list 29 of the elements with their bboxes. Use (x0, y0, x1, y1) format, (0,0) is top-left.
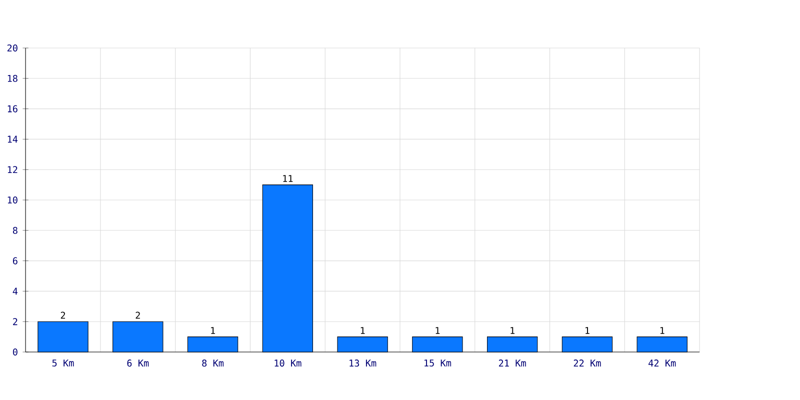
x-tick-label: 6 Km (127, 360, 149, 367)
data-label: 1 (436, 327, 440, 334)
x-tick-label: 21 Km (498, 360, 526, 366)
data-label: 1 (510, 327, 514, 334)
data-label: 1 (211, 327, 215, 334)
x-tick-label: 22 Km (574, 360, 601, 366)
y-tick-label: 14 (8, 136, 18, 143)
y-tick-label: 16 (8, 105, 18, 112)
y-tick-label: 0 (12, 348, 18, 356)
y-tick-label: 6 (12, 257, 18, 264)
y-tick-label: 12 (8, 166, 18, 174)
data-label: 1 (586, 327, 590, 334)
x-tick-label: 10 Km (274, 360, 302, 367)
data-label: 11 (283, 175, 293, 182)
data-label: 1 (660, 327, 664, 334)
y-tick-label: 2 (13, 318, 18, 326)
y-tick-label: 10 (8, 196, 18, 204)
x-tick-label: 13 Km (350, 360, 376, 367)
x-tick-label: 15 Km (424, 360, 452, 366)
x-tick-label: 42 Km (648, 360, 676, 366)
y-tick-label: 20 (7, 44, 18, 52)
data-label: 1 (360, 327, 365, 334)
x-tick-label: 5 Km (52, 360, 74, 366)
x-tick-label: 8 Km (202, 360, 224, 367)
y-tick-label: 8 (12, 226, 18, 234)
data-label: 2 (60, 312, 66, 319)
y-tick-label: 4 (12, 288, 18, 295)
data-label: 2 (136, 312, 140, 319)
y-tick-label: 18 (8, 74, 18, 82)
